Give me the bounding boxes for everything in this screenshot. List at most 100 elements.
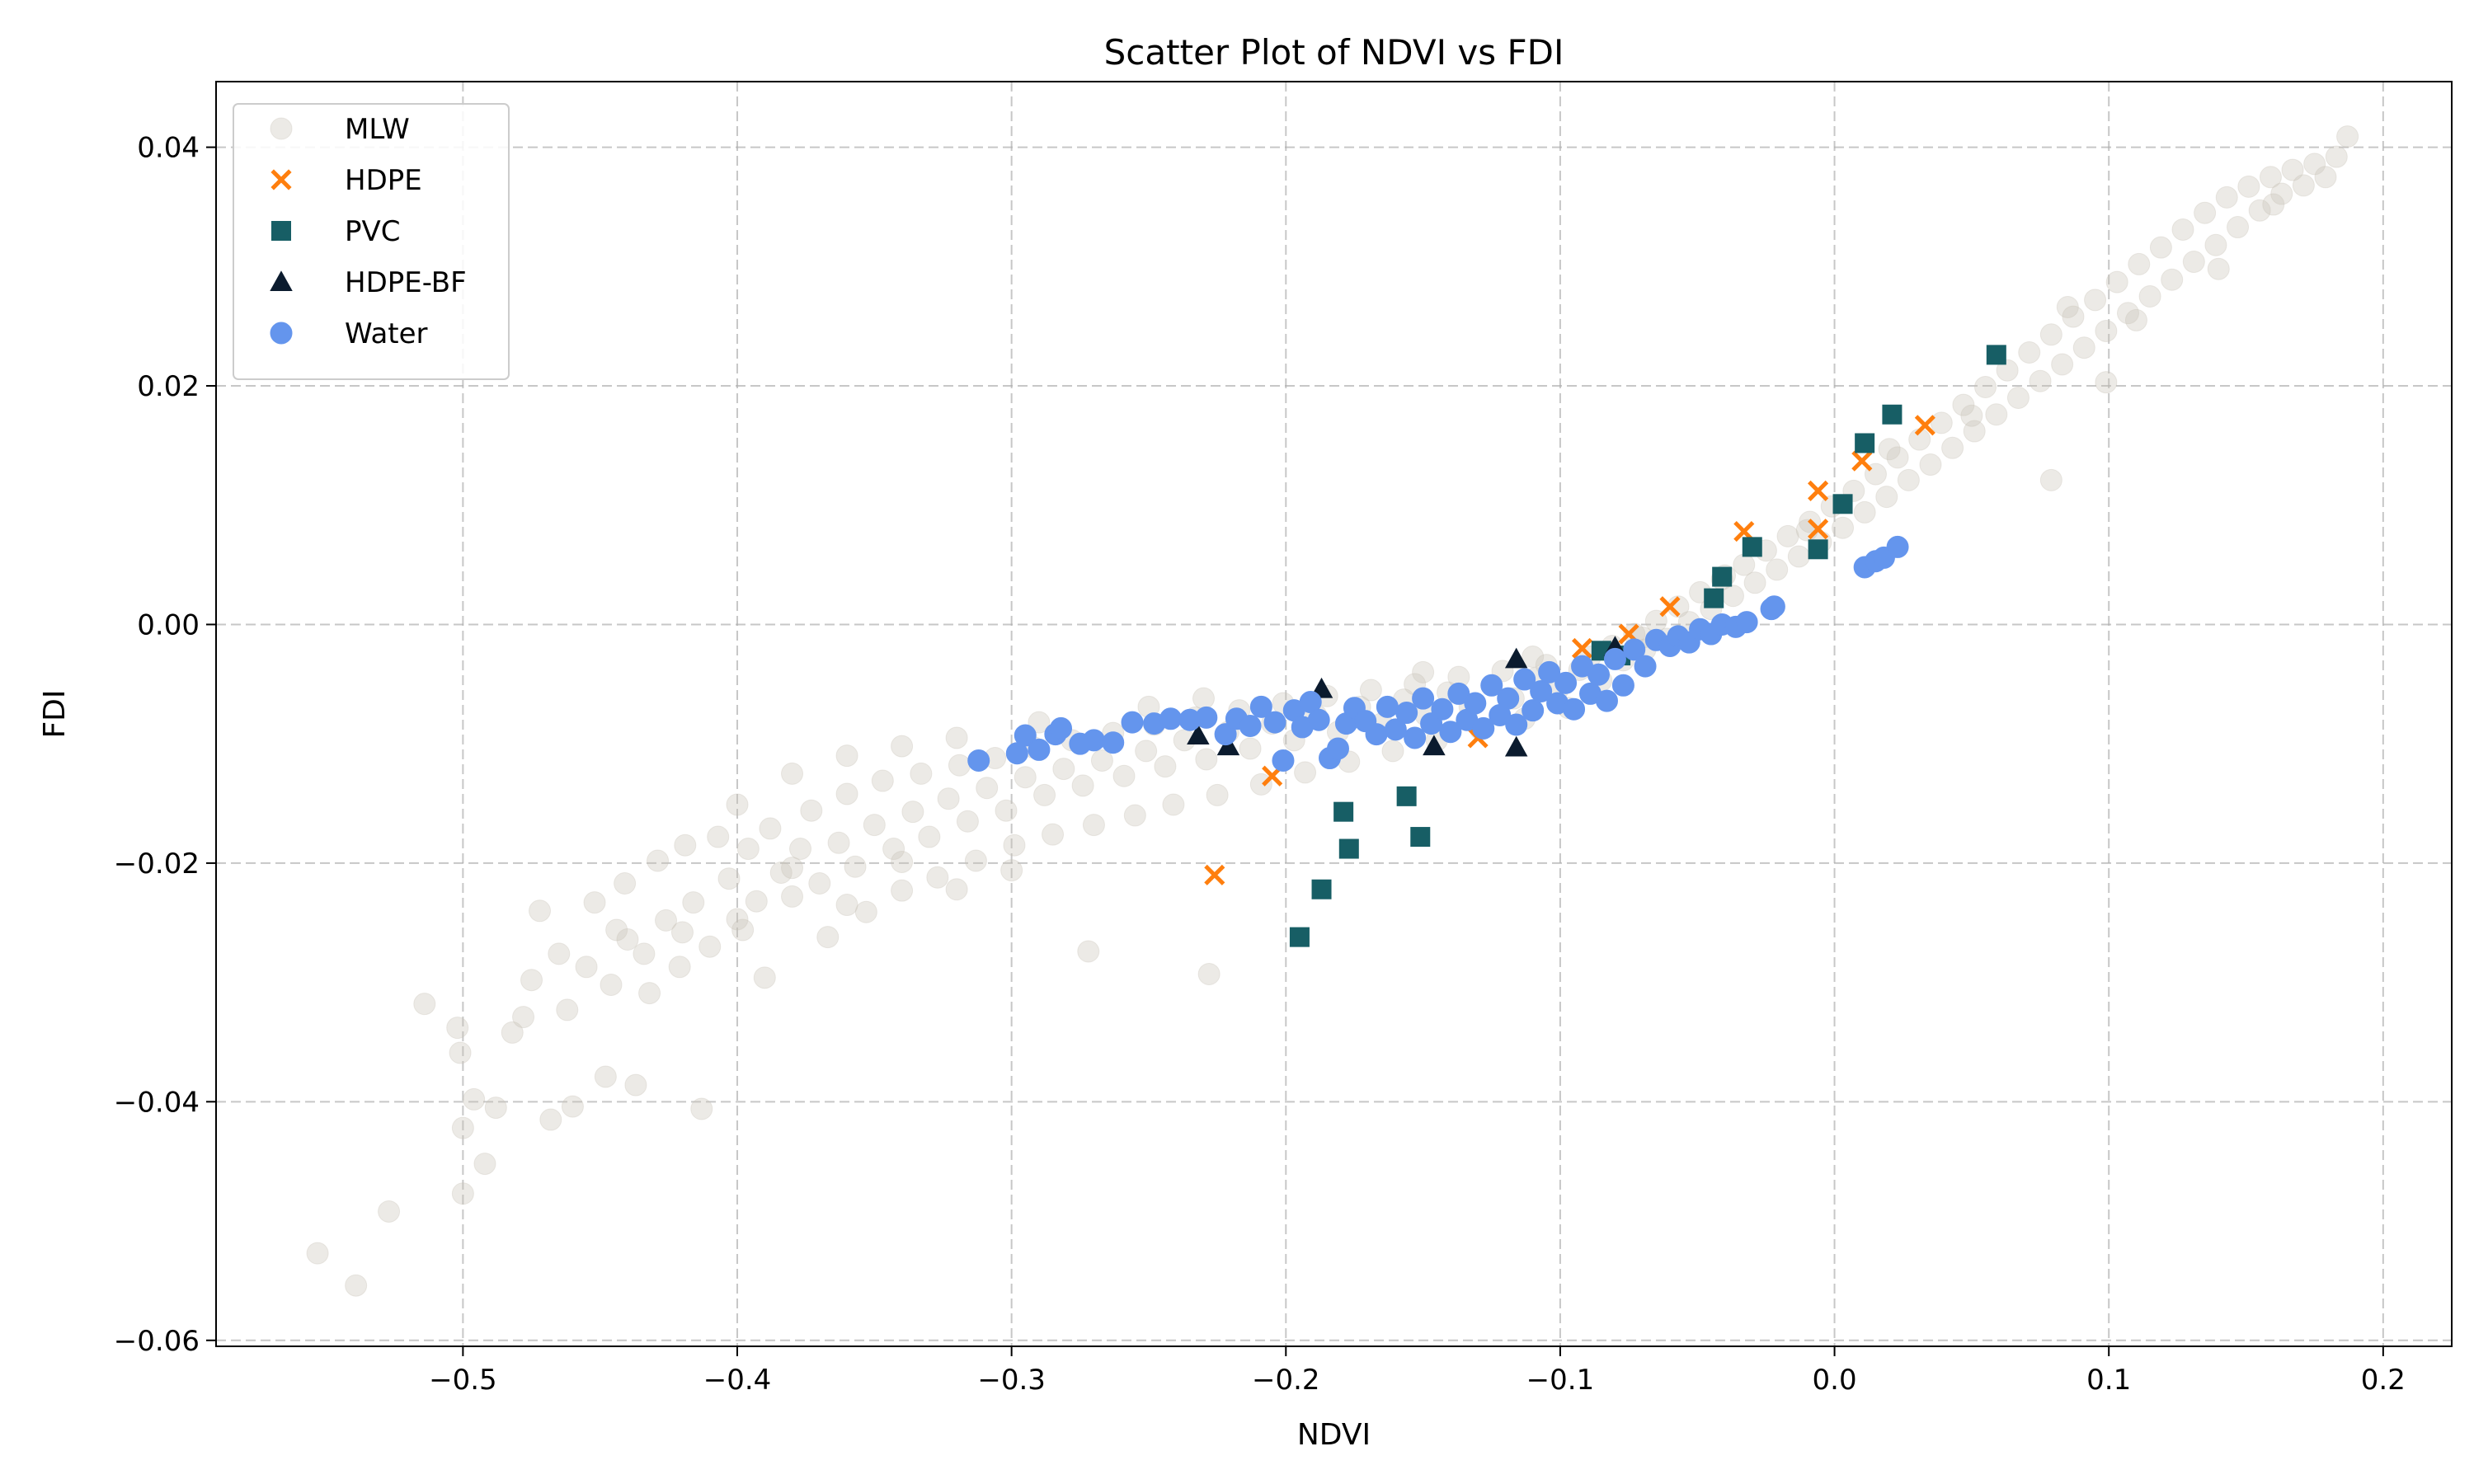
point-mlw [556, 998, 579, 1021]
legend-label-water: Water [345, 317, 428, 350]
point-water [1404, 726, 1427, 749]
legend-label-hdpe: HDPE [345, 164, 422, 197]
point-mlw [539, 1108, 562, 1131]
point-mlw [1052, 758, 1075, 781]
point-mlw [781, 762, 804, 785]
point-hdpe [1571, 637, 1593, 659]
point-mlw [800, 799, 823, 822]
point-mlw [871, 769, 894, 792]
point-mlw [789, 838, 812, 861]
x-tick-label: −0.5 [429, 1364, 497, 1397]
x-stroke [1808, 519, 1829, 540]
series-water [967, 535, 1909, 772]
point-mlw [1941, 436, 1964, 459]
point-mlw [835, 782, 858, 805]
point-mlw [995, 799, 1018, 822]
point-pvc [1808, 539, 1828, 560]
x-axis: −0.5 −0.4 −0.3 −0.2 −0.1 0.0 0.1 0.2 [429, 1346, 2406, 1397]
series-pvc [1289, 345, 2006, 947]
point-mlw [529, 899, 552, 923]
point-mlw [575, 956, 598, 979]
legend-marker-hdpe [270, 169, 292, 190]
point-mlw [918, 825, 941, 848]
point-mlw [345, 1274, 368, 1297]
point-mlw [717, 867, 741, 890]
point-mlw [1071, 774, 1094, 797]
point-mlw [945, 726, 968, 749]
point-mlw [1042, 823, 1065, 846]
point-mlw [1853, 500, 1876, 524]
point-mlw [2138, 284, 2161, 308]
point-mlw [736, 838, 760, 861]
point-mlw [808, 871, 831, 895]
point-mlw [2149, 236, 2172, 259]
point-mlw [451, 1182, 474, 1205]
point-pvc [1704, 588, 1724, 608]
point-mlw [2303, 153, 2326, 176]
x-stroke [1914, 415, 1935, 436]
point-water [1603, 647, 1626, 670]
y-axis: −0.06 −0.04 −0.02 0.00 0.02 0.04 [114, 132, 216, 1358]
x-tick-label: 0.0 [1813, 1364, 1857, 1397]
point-mlw [891, 735, 914, 758]
point-pvc [1832, 494, 1853, 514]
point-mlw [1195, 748, 1218, 771]
point-mlw [1359, 679, 1382, 702]
point-mlw [2227, 216, 2250, 239]
point-water [1563, 697, 1586, 721]
point-water [967, 749, 990, 772]
point-mlw [561, 1095, 584, 1118]
y-tick-label: −0.02 [114, 848, 200, 881]
grid-lines [216, 82, 2452, 1346]
point-pvc [1396, 786, 1417, 806]
point-mlw [1206, 783, 1229, 806]
legend: MLW HDPE PVC HDPE-BF Water [233, 103, 510, 380]
point-mlw [844, 855, 867, 878]
point-mlw [1000, 859, 1023, 882]
point-water [1014, 724, 1037, 747]
point-mlw [594, 1065, 617, 1088]
point-mlw [633, 942, 656, 965]
point-mlw [731, 918, 755, 942]
x-axis-label: NDVI [1297, 1418, 1371, 1452]
point-mlw [600, 974, 623, 997]
legend-marker-hdpe-bf [270, 270, 293, 291]
point-mlw [2204, 233, 2227, 256]
point-water [1376, 695, 1399, 718]
point-mlw [854, 900, 877, 923]
legend-label-mlw: MLW [345, 113, 410, 146]
point-mlw [835, 744, 858, 768]
point-mlw [1963, 420, 1986, 443]
point-mlw [2051, 353, 2074, 376]
point-mlw [512, 1006, 535, 1029]
point-hdpe-bf [1187, 724, 1210, 745]
point-mlw [2006, 387, 2030, 409]
point-mlw [698, 935, 722, 958]
point-mlw [1003, 834, 1026, 857]
point-mlw [1875, 486, 1898, 509]
point-mlw [726, 793, 749, 816]
point-mlw [753, 966, 776, 989]
point-mlw [2124, 308, 2147, 331]
point-water [1263, 711, 1286, 734]
point-pvc [1742, 537, 1762, 557]
y-axis-label: FDI [38, 689, 72, 738]
point-water [1735, 611, 1758, 634]
point-mlw [976, 777, 999, 800]
point-pvc [1311, 879, 1332, 899]
x-tick-label: −0.3 [977, 1364, 1046, 1397]
legend-item-hdpe: HDPE [270, 164, 422, 197]
point-mlw [670, 921, 694, 944]
point-mlw [1878, 438, 1901, 461]
plot-frame [215, 81, 2453, 1347]
point-water [1522, 699, 1545, 722]
point-water [1214, 723, 1237, 746]
point-mlw [835, 894, 858, 917]
point-water [1272, 749, 1295, 772]
point-mlw [1743, 571, 1766, 594]
point-mlw [1082, 814, 1105, 837]
legend-item-water: Water [270, 317, 428, 350]
point-pvc [1289, 927, 1310, 947]
point-mlw [910, 762, 933, 785]
